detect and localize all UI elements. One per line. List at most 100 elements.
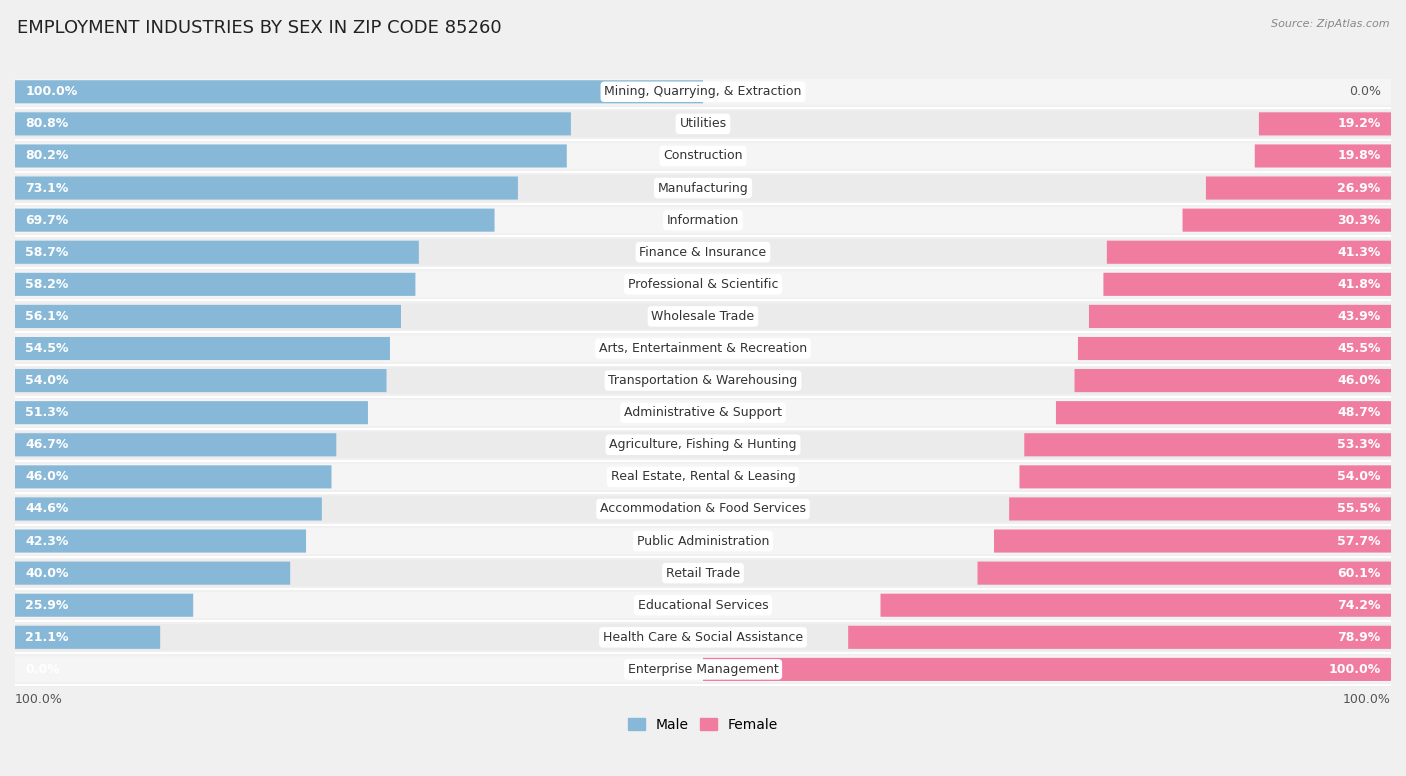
FancyBboxPatch shape [15, 528, 1391, 554]
Text: 80.8%: 80.8% [25, 117, 69, 130]
FancyBboxPatch shape [1074, 369, 1391, 392]
FancyBboxPatch shape [15, 529, 307, 553]
Text: Accommodation & Food Services: Accommodation & Food Services [600, 502, 806, 515]
Text: 58.7%: 58.7% [25, 246, 69, 258]
FancyBboxPatch shape [15, 624, 1391, 650]
Text: Manufacturing: Manufacturing [658, 182, 748, 195]
Text: 80.2%: 80.2% [25, 150, 69, 162]
Text: Agriculture, Fishing & Hunting: Agriculture, Fishing & Hunting [609, 438, 797, 452]
Text: Arts, Entertainment & Recreation: Arts, Entertainment & Recreation [599, 342, 807, 355]
Text: 45.5%: 45.5% [1337, 342, 1381, 355]
Text: Administrative & Support: Administrative & Support [624, 406, 782, 419]
Text: 46.0%: 46.0% [25, 470, 69, 483]
Text: 0.0%: 0.0% [1348, 85, 1381, 99]
Text: 48.7%: 48.7% [1337, 406, 1381, 419]
FancyBboxPatch shape [1104, 273, 1391, 296]
Text: 51.3%: 51.3% [25, 406, 69, 419]
FancyBboxPatch shape [15, 176, 517, 199]
FancyBboxPatch shape [15, 625, 160, 649]
FancyBboxPatch shape [1254, 144, 1391, 168]
FancyBboxPatch shape [15, 337, 389, 360]
Text: EMPLOYMENT INDUSTRIES BY SEX IN ZIP CODE 85260: EMPLOYMENT INDUSTRIES BY SEX IN ZIP CODE… [17, 19, 502, 37]
FancyBboxPatch shape [15, 209, 495, 232]
FancyBboxPatch shape [15, 464, 1391, 490]
Text: 58.2%: 58.2% [25, 278, 69, 291]
Text: 100.0%: 100.0% [25, 85, 77, 99]
Text: 19.8%: 19.8% [1337, 150, 1381, 162]
Text: 73.1%: 73.1% [25, 182, 69, 195]
FancyBboxPatch shape [15, 496, 1391, 522]
Text: 60.1%: 60.1% [1337, 566, 1381, 580]
FancyBboxPatch shape [15, 78, 1391, 105]
FancyBboxPatch shape [15, 303, 1391, 330]
FancyBboxPatch shape [15, 271, 1391, 297]
Text: 46.0%: 46.0% [1337, 374, 1381, 387]
Text: 74.2%: 74.2% [1337, 599, 1381, 611]
FancyBboxPatch shape [15, 400, 1391, 426]
Text: Public Administration: Public Administration [637, 535, 769, 548]
FancyBboxPatch shape [15, 111, 1391, 137]
FancyBboxPatch shape [15, 369, 387, 392]
FancyBboxPatch shape [15, 431, 1391, 458]
FancyBboxPatch shape [15, 239, 1391, 265]
FancyBboxPatch shape [15, 113, 571, 136]
Text: Utilities: Utilities [679, 117, 727, 130]
FancyBboxPatch shape [15, 241, 419, 264]
Text: Retail Trade: Retail Trade [666, 566, 740, 580]
FancyBboxPatch shape [15, 592, 1391, 618]
Legend: Male, Female: Male, Female [628, 718, 778, 732]
Text: 41.8%: 41.8% [1337, 278, 1381, 291]
FancyBboxPatch shape [15, 562, 290, 584]
FancyBboxPatch shape [1025, 433, 1391, 456]
FancyBboxPatch shape [848, 625, 1391, 649]
Text: Health Care & Social Assistance: Health Care & Social Assistance [603, 631, 803, 644]
Text: Wholesale Trade: Wholesale Trade [651, 310, 755, 323]
FancyBboxPatch shape [15, 335, 1391, 362]
Text: 56.1%: 56.1% [25, 310, 69, 323]
Text: 57.7%: 57.7% [1337, 535, 1381, 548]
Text: 100.0%: 100.0% [1329, 663, 1381, 676]
Text: 100.0%: 100.0% [15, 692, 63, 705]
Text: Transportation & Warehousing: Transportation & Warehousing [609, 374, 797, 387]
FancyBboxPatch shape [15, 273, 415, 296]
Text: 19.2%: 19.2% [1337, 117, 1381, 130]
FancyBboxPatch shape [15, 497, 322, 521]
Text: 54.0%: 54.0% [25, 374, 69, 387]
FancyBboxPatch shape [1182, 209, 1391, 232]
Text: 42.3%: 42.3% [25, 535, 69, 548]
FancyBboxPatch shape [1206, 176, 1391, 199]
Text: 0.0%: 0.0% [25, 663, 60, 676]
Text: Professional & Scientific: Professional & Scientific [627, 278, 779, 291]
Text: 54.0%: 54.0% [1337, 470, 1381, 483]
Text: Mining, Quarrying, & Extraction: Mining, Quarrying, & Extraction [605, 85, 801, 99]
FancyBboxPatch shape [15, 656, 1391, 683]
Text: 53.3%: 53.3% [1337, 438, 1381, 452]
Text: Source: ZipAtlas.com: Source: ZipAtlas.com [1271, 19, 1389, 29]
Text: Educational Services: Educational Services [638, 599, 768, 611]
FancyBboxPatch shape [15, 305, 401, 328]
FancyBboxPatch shape [15, 143, 1391, 169]
Text: 43.9%: 43.9% [1337, 310, 1381, 323]
Text: 44.6%: 44.6% [25, 502, 69, 515]
FancyBboxPatch shape [1107, 241, 1391, 264]
Text: 100.0%: 100.0% [1343, 692, 1391, 705]
Text: 30.3%: 30.3% [1337, 213, 1381, 227]
FancyBboxPatch shape [703, 658, 1391, 681]
FancyBboxPatch shape [15, 368, 1391, 393]
FancyBboxPatch shape [977, 562, 1391, 584]
FancyBboxPatch shape [1078, 337, 1391, 360]
Text: Information: Information [666, 213, 740, 227]
FancyBboxPatch shape [1056, 401, 1391, 424]
FancyBboxPatch shape [15, 433, 336, 456]
FancyBboxPatch shape [1019, 466, 1391, 488]
Text: 46.7%: 46.7% [25, 438, 69, 452]
Text: Construction: Construction [664, 150, 742, 162]
FancyBboxPatch shape [880, 594, 1391, 617]
FancyBboxPatch shape [1010, 497, 1391, 521]
Text: 26.9%: 26.9% [1337, 182, 1381, 195]
FancyBboxPatch shape [1090, 305, 1391, 328]
Text: 21.1%: 21.1% [25, 631, 69, 644]
FancyBboxPatch shape [15, 560, 1391, 587]
FancyBboxPatch shape [1258, 113, 1391, 136]
Text: 25.9%: 25.9% [25, 599, 69, 611]
